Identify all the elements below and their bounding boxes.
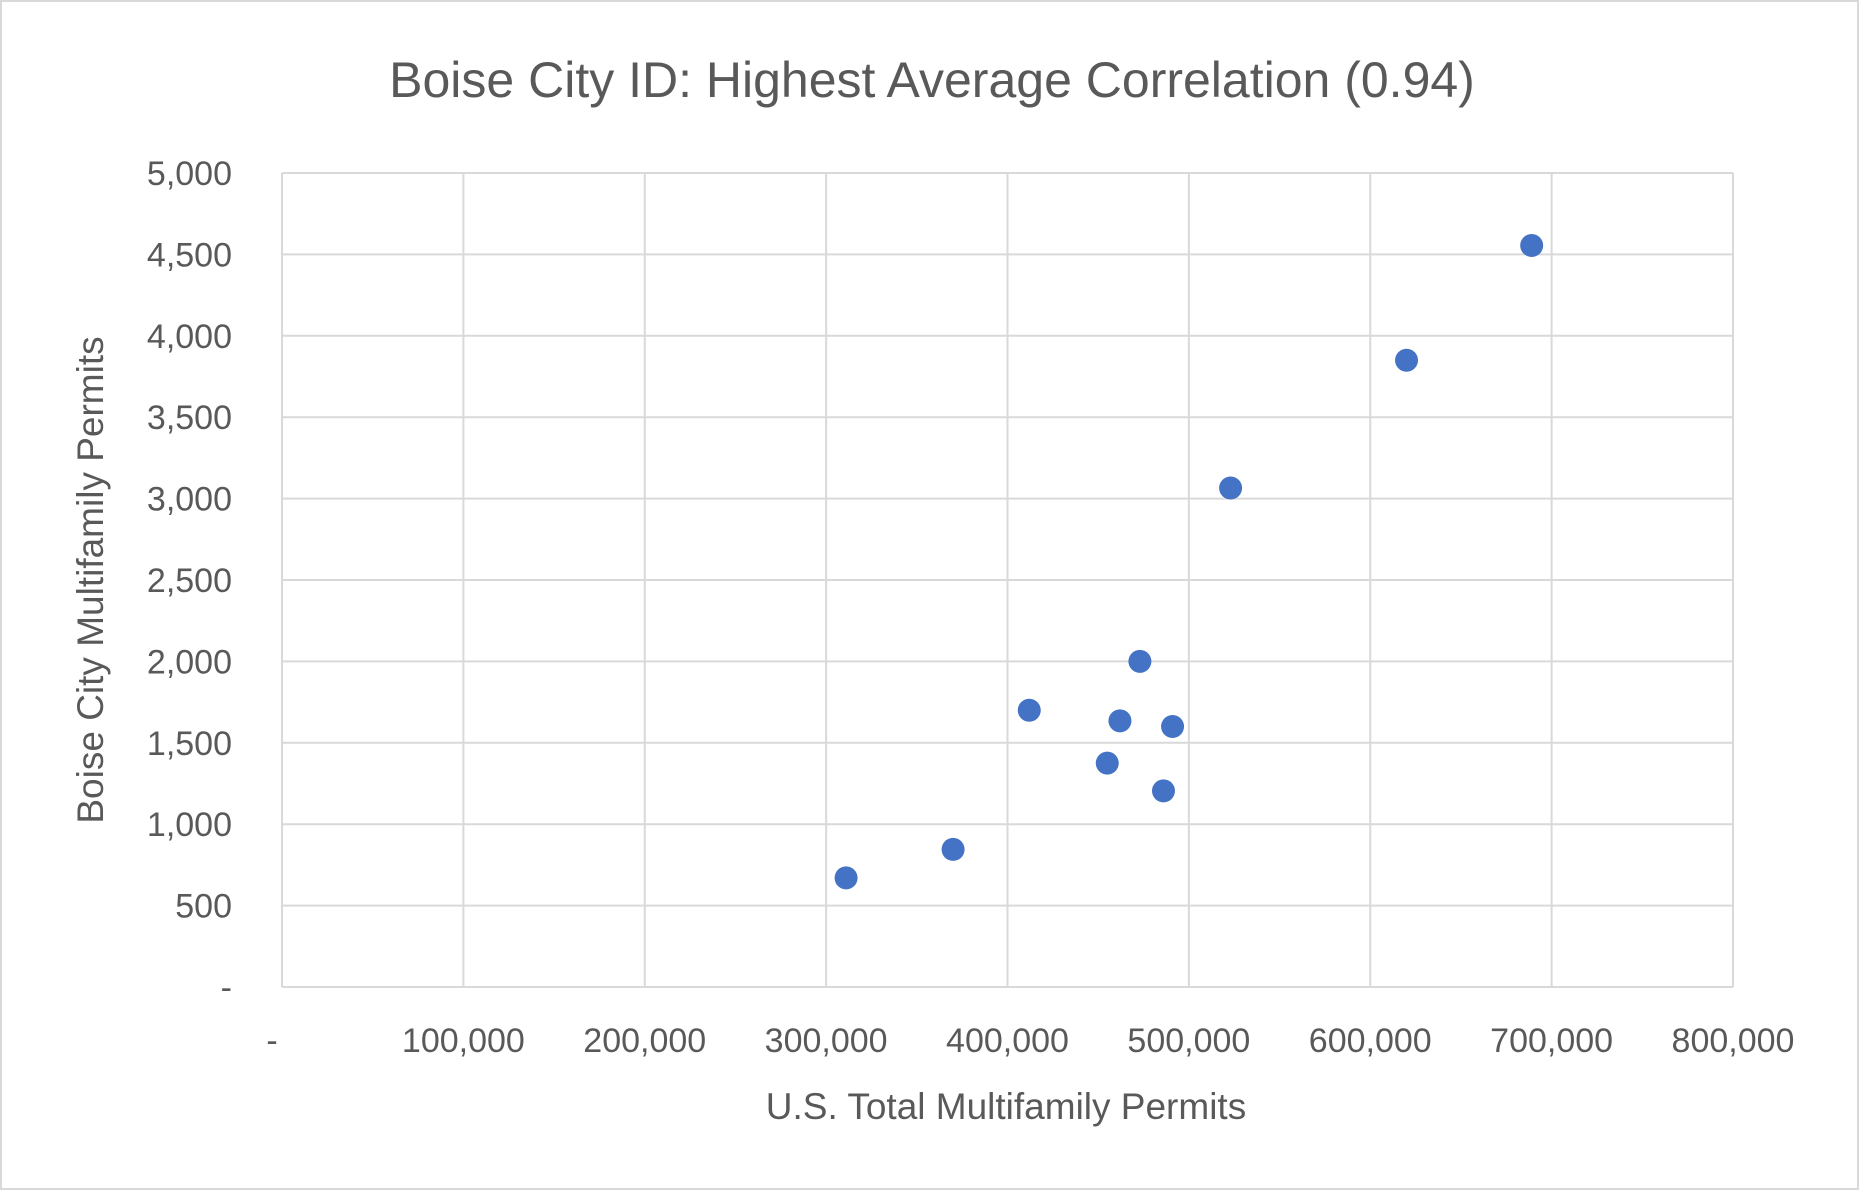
data-point	[1095, 751, 1119, 775]
y-tick-label: 500	[175, 888, 232, 926]
grid	[281, 172, 1734, 988]
y-tick-label: 2,000	[147, 643, 232, 681]
y-tick-label: 1,500	[147, 725, 232, 763]
x-tick-label: 300,000	[765, 1022, 888, 1060]
chart-title: Boise City ID: Highest Average Correlati…	[389, 52, 1475, 108]
x-tick-label: 200,000	[583, 1022, 706, 1060]
x-tick-label: -	[266, 1022, 277, 1060]
x-tick-label: 700,000	[1490, 1022, 1613, 1060]
y-tick-label: 2,500	[147, 562, 232, 600]
x-tick-label: 600,000	[1309, 1022, 1432, 1060]
x-tick-label: 500,000	[1127, 1022, 1250, 1060]
y-tick-label: 4,500	[147, 236, 232, 274]
data-point	[1128, 649, 1152, 673]
data-point	[1108, 709, 1132, 733]
data-point	[1161, 715, 1185, 739]
data-point	[1520, 233, 1544, 257]
data-point	[1395, 348, 1419, 372]
y-axis-ticks: - 500 1,000 1,500 2,000 2,500 3,000 3,500 4,000 4…	[147, 155, 232, 1007]
data-point	[1017, 698, 1041, 722]
y-tick-label: 3,000	[147, 481, 232, 519]
x-axis-ticks: - 100,000 200,000 300,000 400,000 500,000 600,…	[266, 1022, 1794, 1060]
x-tick-label: 100,000	[402, 1022, 525, 1060]
y-tick-label: 5,000	[147, 155, 232, 193]
data-points	[834, 233, 1544, 890]
y-tick-label: 1,000	[147, 806, 232, 844]
x-tick-label: 800,000	[1672, 1022, 1795, 1060]
data-point	[834, 866, 858, 890]
x-tick-label: 400,000	[946, 1022, 1069, 1060]
data-point	[941, 837, 965, 861]
x-axis-title: U.S. Total Multifamily Permits	[766, 1086, 1246, 1127]
y-tick-label: 3,500	[147, 399, 232, 437]
y-axis-title: Boise City Multifamily Permits	[70, 336, 111, 823]
y-tick-label: 4,000	[147, 318, 232, 356]
y-tick-label: -	[221, 969, 232, 1007]
data-point	[1151, 779, 1175, 803]
data-point	[1219, 476, 1243, 500]
